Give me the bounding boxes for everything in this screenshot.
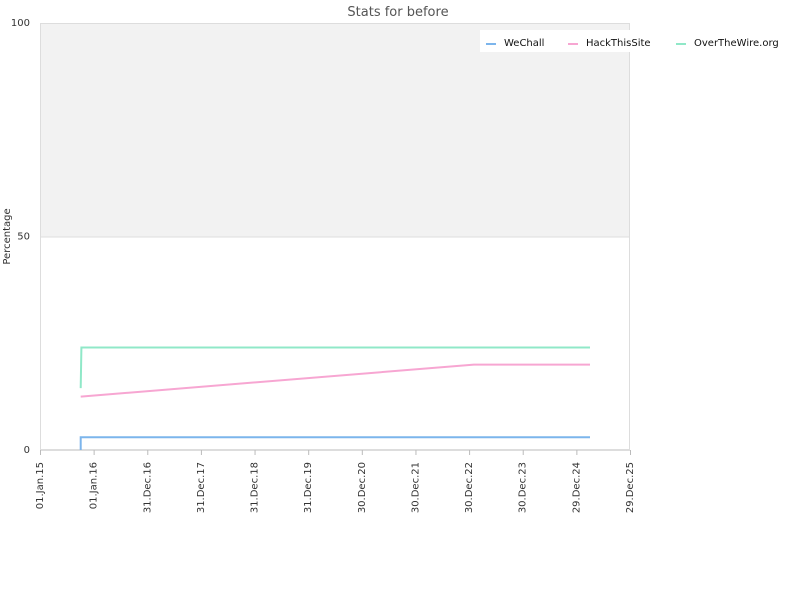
legend-item-label: WeChall bbox=[504, 38, 544, 49]
series-line-overthewire-org bbox=[79, 346, 590, 389]
x-axis-ticks: 01.Jan.15 01.Jan.16 31.Dec.16 31.Dec.17 31.D… bbox=[35, 450, 636, 513]
x-tick-label: 31.Dec.18 bbox=[250, 462, 261, 513]
y-tick-label: 50 bbox=[17, 232, 30, 243]
plot-upper-band bbox=[40, 23, 630, 237]
legend-item-label: OverTheWire.org bbox=[694, 38, 779, 49]
y-tick-label: 0 bbox=[24, 445, 30, 456]
series-line-hackthissite bbox=[80, 363, 590, 398]
grid-lines bbox=[40, 23, 630, 451]
x-tick-label: 31.Dec.16 bbox=[142, 462, 153, 513]
legend-box bbox=[480, 30, 780, 52]
x-tick-label: 31.Dec.19 bbox=[303, 462, 314, 513]
legend[interactable]: WeChall HackThisSite OverTheWire.org bbox=[480, 30, 780, 52]
x-tick-label: 01.Jan.15 bbox=[35, 462, 46, 509]
series-line-wechall bbox=[79, 436, 590, 450]
y-axis-ticks: 0 50 100 bbox=[11, 18, 30, 456]
y-axis-label: Percentage bbox=[2, 208, 13, 264]
x-tick-label: 30.Dec.20 bbox=[357, 462, 368, 513]
legend-item-label: HackThisSite bbox=[586, 38, 651, 49]
x-tick-label: 30.Dec.21 bbox=[410, 462, 421, 513]
x-tick-label: 30.Dec.22 bbox=[464, 462, 475, 513]
x-tick-label: 29.Dec.25 bbox=[625, 462, 636, 513]
x-tick-label: 31.Dec.17 bbox=[196, 462, 207, 513]
y-tick-label: 100 bbox=[11, 18, 30, 29]
x-tick-label: 29.Dec.24 bbox=[571, 462, 582, 513]
x-tick-label: 30.Dec.23 bbox=[518, 462, 529, 513]
chart-title: Stats for before bbox=[347, 5, 448, 20]
series-lines bbox=[79, 346, 590, 450]
x-tick-label: 01.Jan.16 bbox=[89, 462, 100, 509]
